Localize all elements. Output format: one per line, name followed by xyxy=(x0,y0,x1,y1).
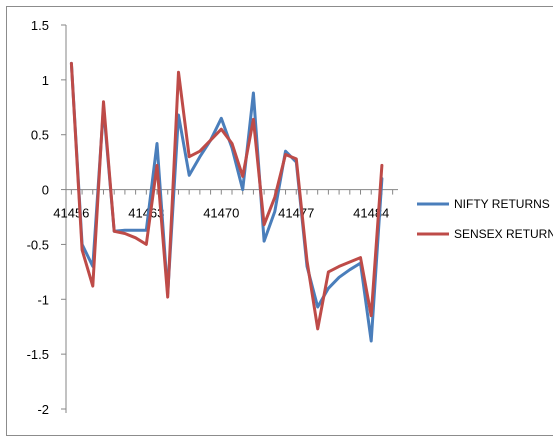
legend-label-nifty: NIFTY RETURNS xyxy=(454,197,550,211)
y-tick-label: 1 xyxy=(42,73,49,88)
series-line-nifty xyxy=(69,61,384,343)
x-tick-label: 41470 xyxy=(203,206,239,221)
y-tick-label: -1.5 xyxy=(27,347,49,362)
x-tick-label: 41477 xyxy=(278,206,314,221)
line-chart: 1.5 1 0.5 0 -0.5 -1 -1.5 -2 41456 41463 41470 4147… xyxy=(27,18,553,417)
y-tick-label: 0 xyxy=(42,183,49,198)
y-tick-label: -2 xyxy=(37,402,49,417)
x-tick-label: 41484 xyxy=(353,206,389,221)
y-tick-label: 1.5 xyxy=(31,18,49,33)
x-tick-label: 41456 xyxy=(53,206,89,221)
y-tick-label: -0.5 xyxy=(27,237,49,252)
y-tick-label: -1 xyxy=(37,292,49,307)
y-tick-label: 0.5 xyxy=(31,128,49,143)
series-line-sensex xyxy=(69,61,384,331)
x-tick-label: 41463 xyxy=(128,206,164,221)
legend-label-sensex: SENSEX RETURNS xyxy=(454,227,553,241)
